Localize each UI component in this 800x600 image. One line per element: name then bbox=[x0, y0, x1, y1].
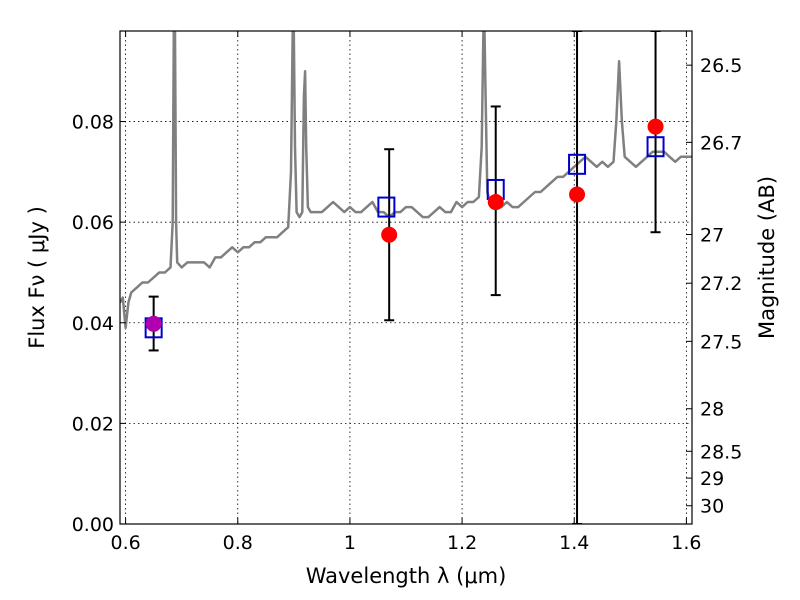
y-tick-label: 0.08 bbox=[72, 112, 114, 134]
model-square-point bbox=[377, 196, 396, 218]
magnitude-tick-label: 28.5 bbox=[700, 441, 742, 463]
magnitude-tick-label: 26.5 bbox=[700, 55, 742, 77]
plot-area bbox=[120, 31, 692, 524]
magnitude-axis-title: Magnitude (AB) bbox=[755, 176, 779, 339]
x-tick-label: 1.4 bbox=[559, 532, 589, 554]
magnitude-tick-label: 26.7 bbox=[700, 132, 742, 154]
magnitude-tick-label: 29 bbox=[700, 468, 724, 490]
x-tick-label: 1.2 bbox=[447, 532, 477, 554]
axis-ticks: 0.6 0.8 1 1.2 1.4 1.6 0.00 0.02 0.04 0.06 0.08 26.5… bbox=[72, 31, 742, 554]
x-axis-title: Wavelength λ (μm) bbox=[306, 564, 507, 588]
x-tick-label: 1 bbox=[344, 532, 356, 554]
observed-flux-point bbox=[569, 186, 586, 203]
y-tick-label: 0.04 bbox=[72, 313, 114, 335]
magnitude-tick-label: 30 bbox=[700, 496, 724, 518]
x-tick-label: 0.6 bbox=[110, 532, 140, 554]
x-tick-label: 1.6 bbox=[671, 532, 701, 554]
magnitude-tick-label: 27 bbox=[700, 225, 724, 247]
y-axis-title: Flux Fν ( μJy ) bbox=[25, 206, 49, 349]
magnitude-tick-label: 28 bbox=[700, 399, 724, 421]
observed-flux-point bbox=[145, 315, 162, 332]
y-tick-label: 0.06 bbox=[72, 212, 114, 234]
observed-flux-point bbox=[647, 118, 664, 135]
spectrum-line bbox=[120, 31, 692, 330]
y-tick-label: 0.00 bbox=[72, 514, 114, 536]
model-square-point bbox=[646, 136, 665, 158]
observed-flux-point bbox=[487, 194, 504, 211]
grid-lines bbox=[120, 31, 692, 525]
y-tick-label: 0.02 bbox=[72, 413, 114, 435]
magnitude-tick-label: 27.5 bbox=[700, 331, 742, 353]
model-square-point bbox=[568, 153, 587, 175]
plot-frame bbox=[119, 30, 693, 525]
x-tick-label: 0.8 bbox=[223, 532, 253, 554]
observed-flux-point bbox=[381, 226, 398, 243]
magnitude-tick-label: 27.2 bbox=[700, 273, 742, 295]
